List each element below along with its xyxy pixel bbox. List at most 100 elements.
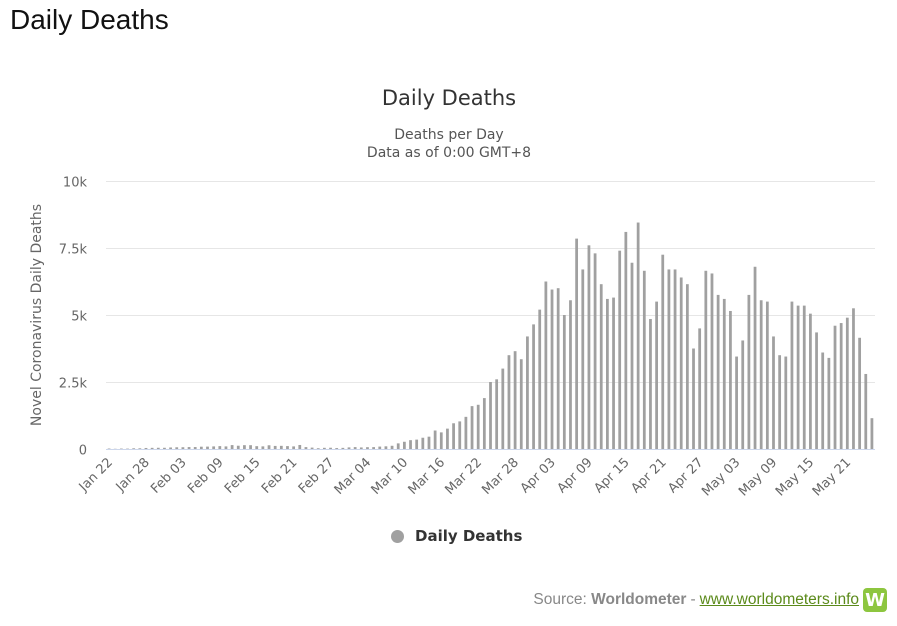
bar[interactable]	[538, 309, 542, 449]
bar[interactable]	[765, 301, 769, 449]
bar[interactable]	[304, 447, 308, 449]
bar[interactable]	[618, 250, 622, 449]
bar[interactable]	[359, 447, 363, 449]
bar[interactable]	[722, 298, 726, 449]
bar[interactable]	[261, 446, 265, 449]
bar[interactable]	[796, 305, 800, 449]
bar[interactable]	[809, 313, 812, 449]
bar[interactable]	[575, 238, 579, 449]
bar[interactable]	[298, 444, 302, 449]
bar[interactable]	[316, 448, 320, 449]
bar[interactable]	[649, 319, 652, 449]
bar[interactable]	[341, 447, 345, 449]
bar[interactable]	[390, 445, 394, 449]
bar[interactable]	[181, 447, 185, 449]
bar[interactable]	[489, 382, 492, 449]
bar[interactable]	[532, 324, 535, 449]
bar[interactable]	[378, 446, 382, 449]
bar[interactable]	[230, 445, 234, 449]
bar[interactable]	[790, 301, 794, 449]
bar[interactable]	[741, 340, 745, 449]
bar[interactable]	[187, 447, 191, 449]
bar[interactable]	[427, 436, 431, 449]
bar[interactable]	[661, 254, 665, 449]
bar[interactable]	[636, 222, 640, 449]
bar[interactable]	[243, 445, 246, 449]
bar[interactable]	[655, 301, 658, 449]
bar[interactable]	[396, 443, 400, 449]
bar[interactable]	[384, 446, 388, 449]
bar[interactable]	[858, 337, 862, 449]
bar[interactable]	[729, 310, 732, 449]
bar[interactable]	[156, 447, 160, 449]
bar[interactable]	[679, 277, 683, 449]
bar[interactable]	[409, 440, 412, 449]
source-link[interactable]: www.worldometers.info	[699, 591, 859, 608]
bar[interactable]	[821, 352, 825, 449]
bar[interactable]	[544, 281, 548, 450]
bar[interactable]	[870, 418, 874, 449]
bar[interactable]	[175, 447, 179, 449]
bar[interactable]	[249, 445, 252, 449]
bar[interactable]	[132, 448, 136, 449]
bar[interactable]	[452, 423, 455, 449]
bar[interactable]	[464, 416, 468, 449]
bar[interactable]	[335, 448, 339, 449]
bar[interactable]	[323, 447, 326, 449]
bar[interactable]	[606, 298, 609, 449]
bar[interactable]	[421, 437, 425, 449]
bar[interactable]	[482, 398, 486, 449]
bar[interactable]	[698, 328, 702, 449]
legend[interactable]: Daily Deaths	[391, 527, 522, 545]
bar[interactable]	[526, 336, 529, 449]
bar[interactable]	[310, 447, 314, 449]
bar[interactable]	[273, 445, 277, 449]
bar[interactable]	[169, 447, 172, 449]
bar[interactable]	[495, 379, 499, 449]
bar[interactable]	[593, 253, 597, 449]
bar[interactable]	[753, 266, 757, 449]
bar[interactable]	[599, 284, 603, 449]
bar[interactable]	[704, 270, 708, 449]
bar[interactable]	[513, 351, 517, 449]
bar[interactable]	[206, 446, 209, 449]
bar[interactable]	[255, 446, 259, 449]
bar[interactable]	[802, 305, 806, 449]
bar[interactable]	[685, 284, 689, 449]
bar[interactable]	[279, 445, 283, 449]
bar[interactable]	[759, 300, 763, 449]
bar[interactable]	[458, 421, 462, 449]
bar[interactable]	[845, 317, 849, 449]
bar[interactable]	[372, 447, 375, 449]
bar[interactable]	[138, 448, 142, 449]
bar[interactable]	[827, 357, 831, 449]
bar[interactable]	[415, 439, 419, 449]
bar[interactable]	[446, 428, 449, 449]
bar[interactable]	[839, 323, 843, 449]
bar[interactable]	[163, 447, 166, 449]
bar[interactable]	[556, 288, 560, 449]
bar[interactable]	[735, 356, 738, 449]
bar[interactable]	[624, 231, 628, 449]
bar[interactable]	[852, 308, 855, 449]
bar[interactable]	[212, 446, 216, 449]
bar[interactable]	[501, 368, 505, 449]
bar[interactable]	[144, 447, 148, 449]
bar[interactable]	[581, 269, 585, 449]
bar[interactable]	[476, 404, 480, 449]
bar[interactable]	[673, 269, 677, 449]
bar[interactable]	[692, 348, 695, 450]
bar[interactable]	[550, 289, 554, 449]
bar[interactable]	[716, 294, 720, 449]
bar[interactable]	[347, 447, 351, 449]
bar[interactable]	[470, 406, 474, 449]
bar[interactable]	[710, 273, 714, 449]
bar[interactable]	[402, 441, 406, 449]
bar[interactable]	[329, 447, 332, 449]
bar[interactable]	[224, 446, 228, 449]
bar[interactable]	[833, 325, 837, 449]
worldometer-logo-icon[interactable]: W	[863, 588, 887, 612]
bar[interactable]	[199, 446, 203, 449]
bar[interactable]	[612, 297, 615, 449]
bar[interactable]	[519, 359, 523, 449]
